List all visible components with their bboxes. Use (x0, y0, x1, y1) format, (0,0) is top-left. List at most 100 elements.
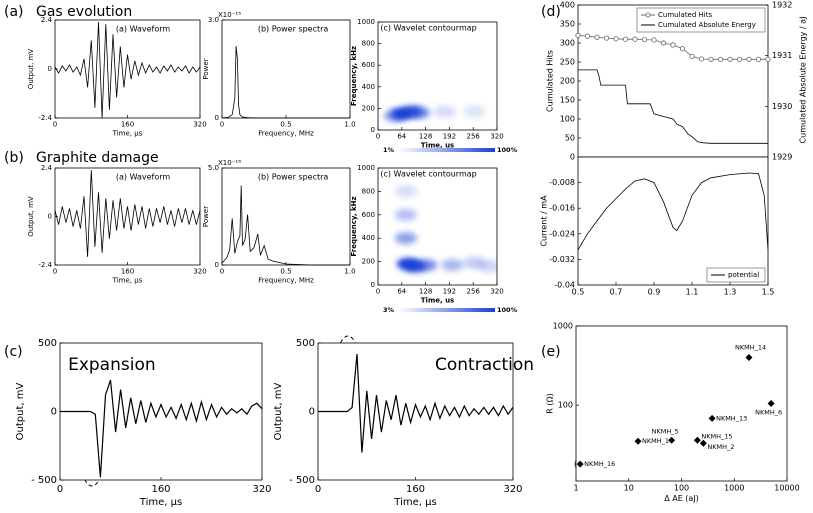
x-tick-label: 256 (467, 132, 481, 140)
y-tick-label: 400 (362, 83, 375, 91)
data-point (679, 46, 686, 52)
y-tick-label: -2.4 (38, 114, 52, 122)
y-tick-label: 600 (362, 61, 375, 69)
data-point (755, 56, 762, 62)
plot-frame (575, 325, 788, 482)
y-tick-label: -0.04 (554, 281, 575, 290)
data-line (54, 169, 201, 257)
legend-box (706, 267, 766, 283)
wavelet-blob (415, 259, 438, 272)
data-line (578, 69, 768, 144)
x-tick-label: 10 (624, 484, 634, 493)
y-tick-label: 800 (362, 40, 375, 48)
data-point (765, 56, 771, 62)
data-point (594, 34, 600, 40)
y-tick-label: 250 (560, 58, 575, 67)
panel-label: (c) (4, 344, 23, 360)
x-tick-label: 0 (220, 267, 224, 275)
chart-title: (a) Waveform (116, 173, 171, 182)
y-tick-label: -0.032 (549, 255, 575, 264)
x-tick-label: 320 (193, 120, 206, 128)
y-tick-label: 3.0 (208, 16, 219, 24)
chart-title: (b) Power spectra (258, 173, 329, 182)
x-tick-label: 0.5 (572, 288, 585, 297)
colorbar-label: 1% (383, 146, 395, 154)
y-axis-label: Output, mV (27, 196, 35, 237)
x-axis-label: Time, us (421, 141, 454, 149)
y-tick-label: 0 (309, 407, 315, 418)
y-axis-label: Power (202, 206, 210, 227)
y-tick-label: 800 (362, 187, 375, 195)
x-axis-label: Time, μs (112, 129, 143, 137)
wavelet-blob (394, 185, 417, 198)
x-tick-label: 160 (151, 484, 170, 495)
y-axis-label: Cumulated Hits (546, 50, 555, 112)
y-axis-label: Output, mV (273, 383, 284, 441)
x-tick-label: 192 (443, 287, 456, 295)
data-point (693, 436, 701, 444)
x-tick-label: 0 (220, 120, 224, 128)
y-tick-label: - 500 (289, 475, 315, 486)
y-tick-label: -0.008 (549, 178, 575, 187)
y2-axis-label: Cumulated Absolute Energy / aJ (799, 17, 808, 144)
data-line (60, 379, 263, 478)
x-tick-label: 256 (467, 287, 481, 295)
y-axis-label: R (Ω) (546, 393, 555, 413)
y-tick-label: 0 (215, 261, 219, 269)
y-tick-label: 500 (38, 338, 57, 349)
y-tick-label: -0.024 (549, 229, 575, 238)
x-tick-label: 1.3 (724, 288, 737, 297)
point-label: NKMH_13 (716, 414, 747, 422)
x-axis-label: Δ AE (aJ) (664, 494, 699, 503)
wavelet-blob (394, 232, 417, 245)
y-tick-label: 200 (362, 258, 375, 266)
y-tick-label: 0 (371, 126, 375, 134)
data-point (634, 437, 642, 445)
plot-frame (221, 19, 351, 119)
colorbar-label: 100% (497, 306, 518, 314)
chart-title: Contraction (435, 355, 534, 375)
plot-frame (54, 167, 201, 266)
chart-title: (a) Waveform (116, 25, 171, 34)
x-tick-label: 0 (53, 267, 57, 275)
y-tick-label: 600 (362, 211, 375, 219)
x-tick-label: 64 (397, 132, 406, 140)
colorbar (398, 308, 495, 312)
y-tick-label: 200 (560, 77, 575, 86)
x-tick-label: 320 (490, 132, 503, 140)
y-tick-label: 500 (296, 338, 315, 349)
x-tick-label: 1.5 (762, 288, 775, 297)
y-tick-label: 0 (371, 281, 375, 289)
data-point (745, 353, 753, 361)
y-tick-label: 400 (362, 234, 375, 242)
y-tick-label: 300 (560, 39, 575, 48)
data-point (622, 36, 629, 42)
point-label: NKMH_14 (735, 343, 766, 351)
x-tick-label: 0 (376, 132, 380, 140)
wavelet-blob (407, 106, 430, 119)
x-tick-label: 160 (121, 120, 134, 128)
y-multiplier: X10⁻¹⁵ (218, 11, 241, 19)
point-label: NKMH_1 (642, 437, 669, 445)
data-line (221, 46, 350, 119)
point-label: NKMH_2 (707, 443, 734, 451)
x-tick-label: 1 (573, 484, 578, 493)
data-point (584, 33, 591, 39)
point-label: NKMH_15 (701, 432, 732, 440)
y-axis-label: Output, mV (15, 383, 26, 441)
y-tick-label: 0 (48, 213, 52, 221)
y-tick-label: 150 (560, 96, 575, 105)
title-bg (379, 23, 492, 33)
x-tick-label: 128 (419, 287, 432, 295)
data-point (736, 56, 743, 62)
x-tick-label: 1.1 (686, 288, 699, 297)
point-label: NKMH_16 (584, 460, 615, 468)
data-point (717, 56, 724, 62)
x-tick-label: 128 (419, 132, 432, 140)
plot-frame (54, 19, 201, 119)
y-tick-label: 0 (215, 114, 219, 122)
x-axis-label: Time, μs (393, 497, 436, 508)
x-axis-label: Time, us (421, 296, 454, 304)
y2-tick-label: 1931 (772, 51, 792, 60)
panel-title: Gas evolution (36, 4, 132, 20)
